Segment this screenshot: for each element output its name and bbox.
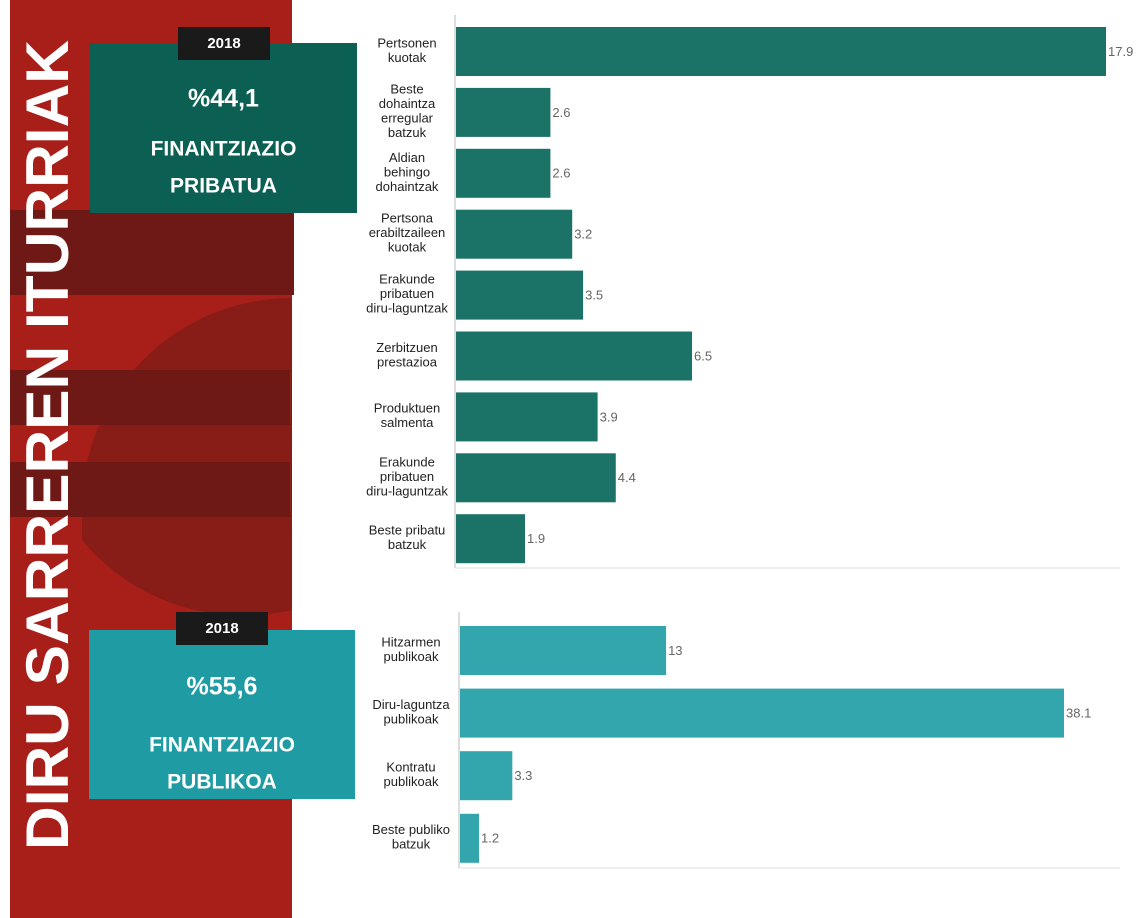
bar	[460, 688, 1064, 738]
bar	[456, 209, 573, 259]
heading: FINANTZIAZIO PUBLIKOA	[149, 733, 295, 793]
bar	[456, 514, 525, 564]
share: %44,1	[188, 85, 259, 113]
value-label: 3.3	[514, 768, 532, 783]
panel-band	[10, 210, 294, 295]
category-label: Kontratu publikoak	[384, 760, 439, 790]
category-label: Pertsonen kuotak	[377, 36, 436, 66]
category-label: Diru-laguntza publikoak	[372, 697, 450, 727]
year: 2018	[207, 35, 240, 52]
panel-band	[10, 370, 290, 425]
category-label: Erakunde pribatuen diru-laguntzak	[366, 455, 448, 499]
value-label: 3.2	[574, 227, 592, 242]
value-label: 3.5	[585, 288, 603, 303]
value-label: 6.5	[694, 348, 712, 363]
share: %55,6	[187, 673, 258, 701]
bar	[460, 751, 513, 801]
value-label: 17.9	[1108, 44, 1133, 59]
value-label: 3.9	[600, 409, 618, 424]
category-label: Erakunde pribatuen diru-laguntzak	[366, 272, 448, 316]
category-label: Aldian behingo dohaintzak	[376, 150, 439, 194]
bar	[456, 453, 616, 503]
bar	[456, 392, 598, 442]
bar	[460, 626, 667, 675]
year-tag	[178, 27, 270, 60]
category-label: Hitzarmen publikoak	[381, 635, 440, 665]
bar	[456, 148, 551, 198]
value-label: 1.9	[527, 531, 545, 546]
category-label: Beste publiko batzuk	[372, 822, 450, 852]
bar	[460, 813, 480, 863]
category-label: Zerbitzuen prestazioa	[376, 340, 437, 370]
value-label: 2.6	[552, 105, 570, 120]
panel-band	[10, 462, 290, 517]
bar	[456, 270, 584, 320]
value-label: 38.1	[1066, 706, 1091, 721]
value-label: 1.2	[481, 831, 499, 846]
category-label: Pertsona erabiltzaileen kuotak	[369, 211, 446, 255]
category-label: Beste dohaintza erregular batzuk	[379, 82, 436, 140]
heading: FINANTZIAZIO PRIBATUA	[151, 137, 297, 197]
value-label: 2.6	[552, 166, 570, 181]
value-label: 13	[668, 643, 682, 658]
category-label: Beste pribatu batzuk	[369, 523, 446, 553]
bar	[456, 87, 551, 137]
year-tag	[176, 612, 268, 645]
value-label: 4.4	[618, 470, 636, 485]
summary-box	[90, 43, 357, 213]
category-label: Produktuen salmenta	[374, 401, 441, 431]
bar	[456, 27, 1106, 76]
year: 2018	[205, 620, 238, 637]
bar	[456, 331, 693, 381]
page-title: DIRU SARREREN ITURRIAK	[14, 40, 81, 850]
summary-box	[89, 630, 355, 799]
